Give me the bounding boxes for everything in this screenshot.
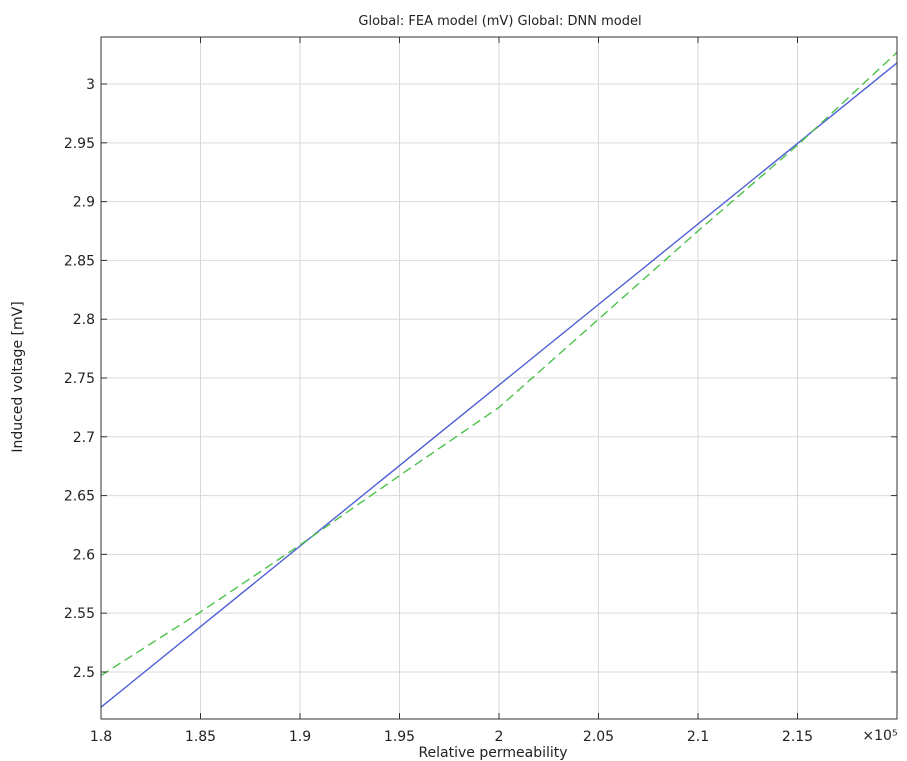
x-tick-label: 2.15	[782, 729, 813, 745]
y-tick-label: 2.55	[64, 606, 95, 622]
x-tick-label: 1.85	[185, 729, 216, 745]
y-tick-label: 3	[86, 77, 95, 93]
x-axis-exponent-label: ×10⁵	[862, 728, 897, 744]
y-tick-label: 2.8	[73, 312, 95, 328]
series-line-fea-model	[100, 62, 898, 708]
chart-title: Global: FEA model (mV) Global: DNN model	[358, 14, 641, 29]
y-tick-label: 2.75	[64, 371, 95, 387]
y-tick-label: 2.9	[73, 195, 95, 211]
x-axis-ticks: 1.8 1.85 1.9 1.95 2 2.05 2.1 2.15	[90, 37, 813, 745]
x-tick-label: 1.8	[90, 729, 112, 745]
y-tick-label: 2.85	[64, 253, 95, 269]
y-tick-label: 2.5	[73, 665, 95, 681]
x-tick-label: 2.05	[583, 729, 614, 745]
y-tick-label: 2.7	[73, 430, 95, 446]
series-layer	[100, 51, 898, 708]
x-tick-label: 1.9	[289, 729, 311, 745]
y-grid-lines	[101, 83, 897, 673]
y-axis-ticks: 2.5 2.55 2.6 2.65 2.7 2.75 2.8 2.85 2.9 2.95 3	[64, 77, 897, 681]
x-axis-label: Relative permeability	[418, 745, 567, 761]
series-line-dnn-model	[100, 51, 898, 677]
x-tick-label: 2	[495, 729, 504, 745]
y-axis-label: Induced voltage [mV]	[10, 301, 26, 452]
x-tick-label: 1.95	[384, 729, 415, 745]
y-tick-label: 2.6	[73, 547, 95, 563]
x-tick-label: 2.1	[687, 729, 709, 745]
y-tick-label: 2.95	[64, 136, 95, 152]
y-tick-label: 2.65	[64, 489, 95, 505]
